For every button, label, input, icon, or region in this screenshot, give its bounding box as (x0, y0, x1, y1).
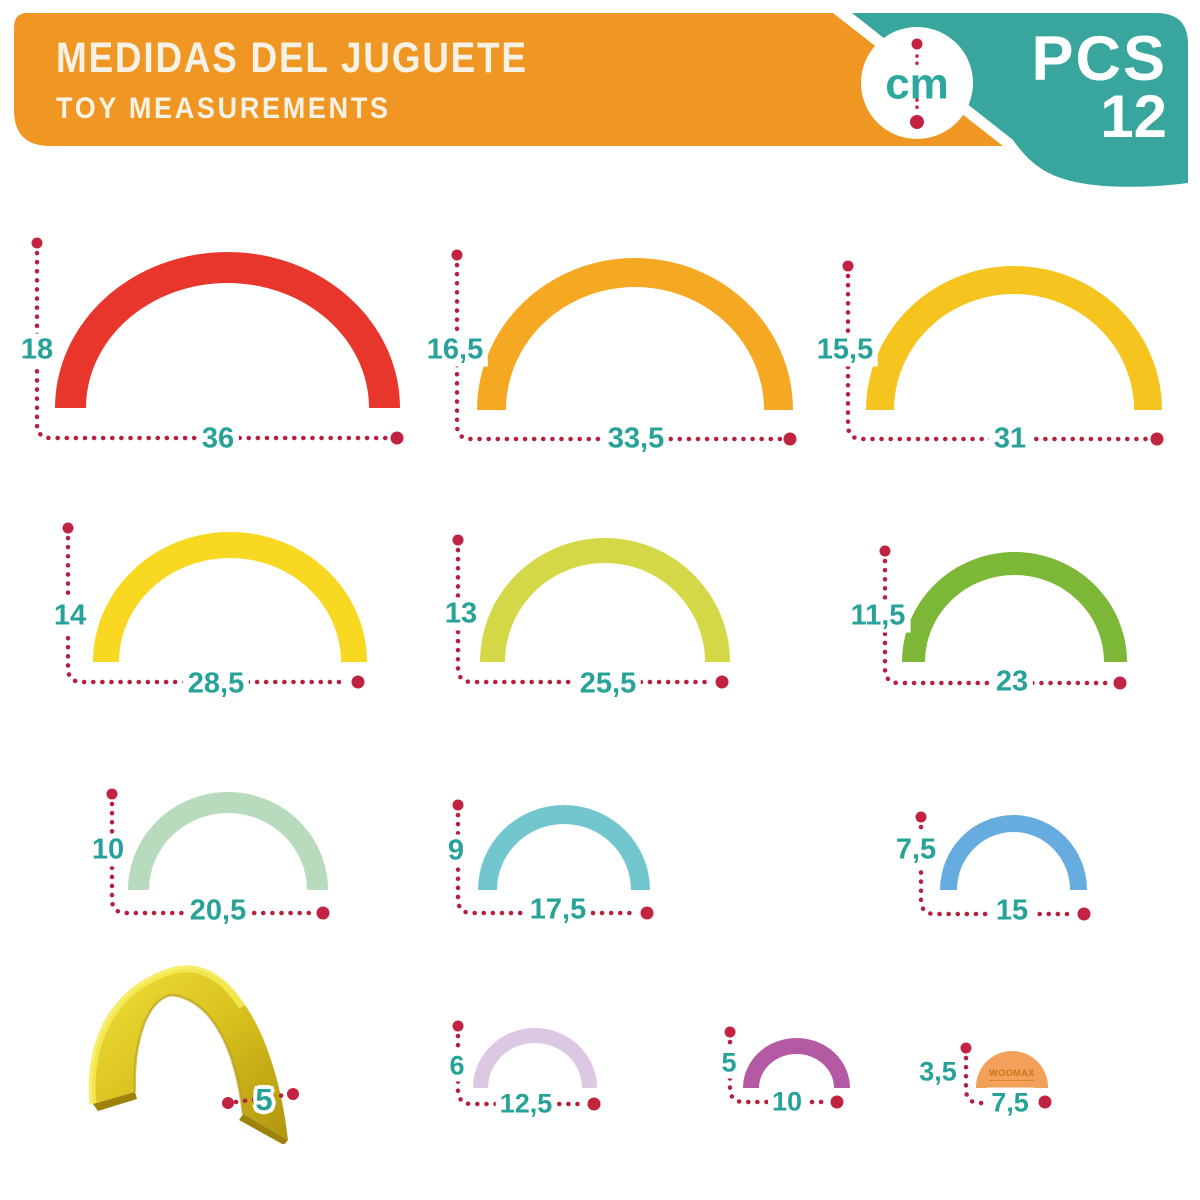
header-orange-band (14, 13, 1003, 146)
width-label-mint: 20,5 (184, 894, 252, 928)
arch-green (902, 552, 1127, 662)
header-banner: cm (14, 13, 1188, 187)
height-label-teal: 9 (442, 834, 470, 868)
pcs-badge: PCS 12 (1031, 24, 1167, 150)
height-label-yellow: 14 (48, 599, 92, 633)
arch-lime (480, 538, 730, 662)
height-label-orange: 16,5 (421, 333, 489, 367)
pcs-label: PCS (1031, 24, 1167, 94)
width-label-teal: 17,5 (524, 893, 592, 927)
width-label-blue: 15 (990, 894, 1034, 928)
width-label-lavender: 12,5 (495, 1088, 557, 1120)
arch-purple (743, 1038, 850, 1088)
arch-teal (478, 805, 650, 890)
cm-badge-dot-bottom (910, 115, 924, 129)
half-disc-piece: WOOMAX (976, 1051, 1048, 1088)
height-label-mint: 10 (86, 833, 130, 867)
width-label-yellow: 28,5 (182, 667, 250, 701)
arch-3d-depth-view (88, 965, 288, 1144)
width-label-green: 23 (990, 665, 1034, 699)
arch-3d-highlight (88, 965, 245, 1105)
header-titles: MEDIDAS DEL JUGUETE TOY MEASUREMENTS (56, 34, 605, 126)
woomax-logo: WOOMAX (989, 1068, 1035, 1081)
page-title: MEDIDAS DEL JUGUETE (56, 34, 528, 82)
width-label-amber: 31 (988, 422, 1032, 456)
cm-badge-circle (861, 27, 973, 139)
arch-3d-left-cut-face (93, 1092, 137, 1111)
arch-amber (866, 266, 1162, 410)
width-label-halfdisc: 7,5 (987, 1087, 1033, 1119)
height-label-purple: 5 (717, 1047, 741, 1079)
arch-orange (477, 258, 793, 410)
pcs-count: 12 (1100, 82, 1167, 150)
cm-badge-dot-top (911, 38, 923, 50)
arch-blue (940, 815, 1087, 890)
arch-3d-body (92, 968, 288, 1140)
width-label-orange: 33,5 (602, 422, 670, 456)
arch-3d-right-cut-face (239, 1114, 288, 1144)
height-label-amber: 15,5 (811, 333, 879, 367)
height-label-halfdisc: 3,5 (915, 1056, 961, 1088)
depth-label: 5 (255, 1082, 273, 1117)
page-subtitle: TOY MEASUREMENTS (56, 92, 391, 125)
arch-yellow (93, 532, 367, 662)
width-label-lime: 25,5 (574, 667, 642, 701)
width-label-red: 36 (196, 422, 240, 456)
height-label-red: 18 (15, 333, 59, 367)
height-label-blue: 7,5 (890, 833, 942, 867)
arch-mint (128, 792, 328, 890)
arch-red (55, 252, 400, 408)
height-label-green: 11,5 (845, 599, 911, 633)
width-label-purple: 10 (767, 1086, 807, 1118)
arch-lavender (473, 1028, 597, 1088)
height-label-lavender: 6 (445, 1050, 469, 1082)
arch-3d-inner-edge (133, 993, 245, 1115)
height-label-lime: 13 (439, 597, 483, 631)
